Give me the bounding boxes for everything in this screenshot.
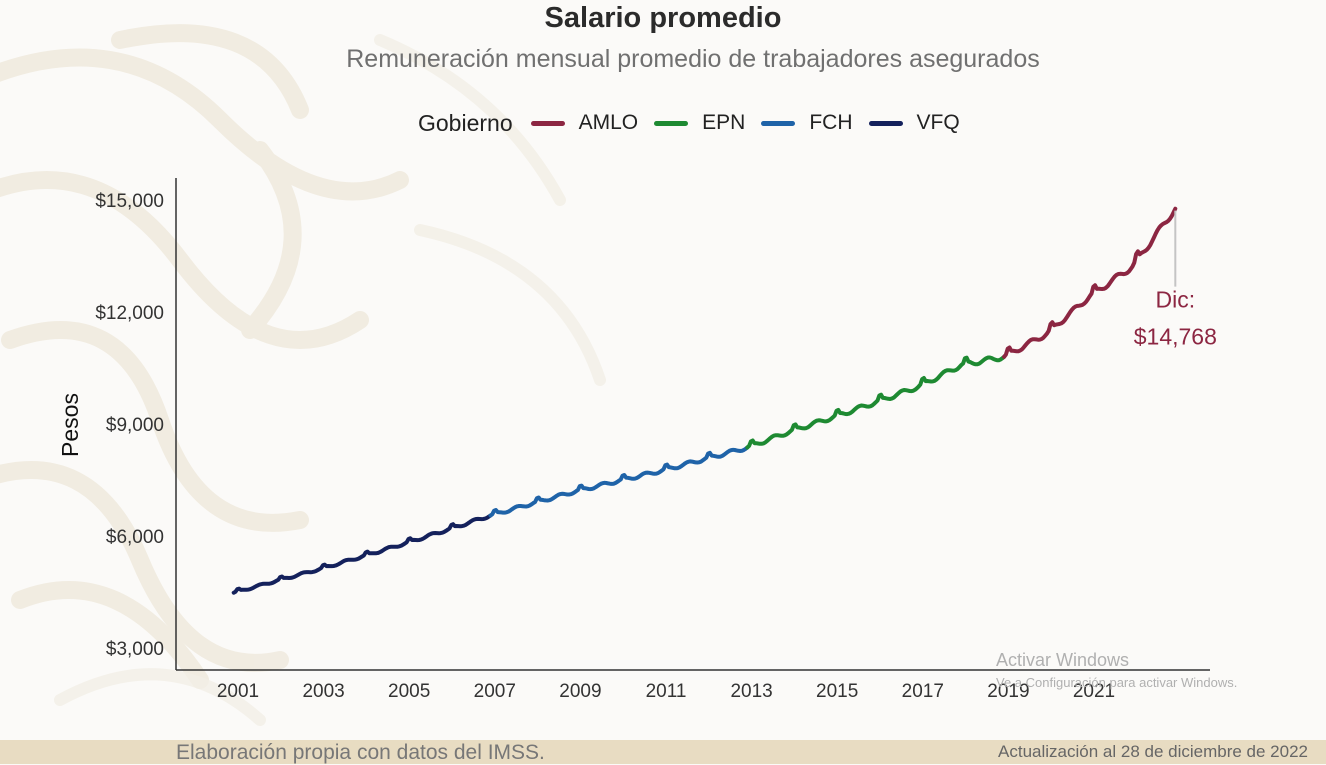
series-group — [231, 206, 1178, 595]
y-tick-label: $9,000 — [106, 415, 164, 436]
series-line-fch — [488, 445, 750, 518]
x-tick-label: 2005 — [388, 681, 430, 702]
series-line-amlo — [1002, 206, 1178, 359]
legend-item-amlo: AMLO — [530, 111, 639, 135]
annotation-label-line1: Dic: — [1156, 287, 1196, 313]
legend-swatch-epn — [654, 120, 689, 126]
legend-item-epn: EPN — [654, 111, 745, 135]
x-tick-label: 2021 — [1073, 681, 1115, 702]
legend: Gobierno AMLO EPN FCH VFQ — [418, 108, 976, 138]
legend-swatch-vfq — [868, 120, 903, 126]
legend-title: Gobierno — [418, 109, 513, 136]
legend-item-fch: FCH — [761, 111, 853, 135]
series-line-vfq — [231, 513, 493, 595]
legend-swatch-fch — [761, 120, 796, 126]
activation-watermark-text: Ve a Configuración para activar Windows. — [996, 675, 1238, 690]
x-tick-label: 2001 — [217, 681, 259, 702]
activation-watermark-title: Activar Windows — [996, 650, 1130, 670]
series-line-epn — [745, 354, 1007, 450]
footer-update-date: Actualización al 28 de diciembre de 2022 — [998, 742, 1308, 761]
x-tick-label: 2013 — [730, 681, 772, 702]
y-tick-label: $6,000 — [106, 527, 164, 548]
legend-swatch-amlo — [530, 120, 565, 126]
x-tick-label: 2019 — [987, 681, 1029, 702]
chart-subtitle: Remuneración mensual promedio de trabaja… — [346, 45, 1040, 73]
legend-label-epn: EPN — [702, 111, 746, 134]
chart-title: Salario promedio — [544, 2, 782, 34]
x-tick-label: 2007 — [474, 681, 516, 702]
x-tick-label: 2015 — [816, 681, 858, 702]
x-tick-label: 2003 — [302, 681, 344, 702]
y-axis-label: Pesos — [57, 393, 83, 457]
legend-item-vfq: VFQ — [868, 111, 960, 135]
legend-label-fch: FCH — [809, 111, 853, 134]
y-tick-label: $15,000 — [95, 191, 164, 212]
y-ticks: $3,000 $6,000 $9,000 $12,000 $15,000 — [95, 191, 164, 660]
annotation-label-value: $14,768 — [1134, 324, 1217, 350]
y-tick-label: $3,000 — [106, 639, 164, 660]
x-tick-label: 2009 — [559, 681, 601, 702]
x-tick-label: 2017 — [902, 681, 944, 702]
footer-source: Elaboración propia con datos del IMSS. — [176, 741, 545, 764]
legend-label-amlo: AMLO — [578, 111, 639, 134]
legend-label-vfq: VFQ — [916, 111, 960, 134]
footer-band — [0, 740, 1326, 764]
y-tick-label: $12,000 — [95, 303, 164, 324]
x-tick-label: 2011 — [646, 681, 687, 702]
x-ticks: 2001 2003 2005 2007 2009 2011 2013 2015 2017 2019… — [217, 681, 1115, 702]
